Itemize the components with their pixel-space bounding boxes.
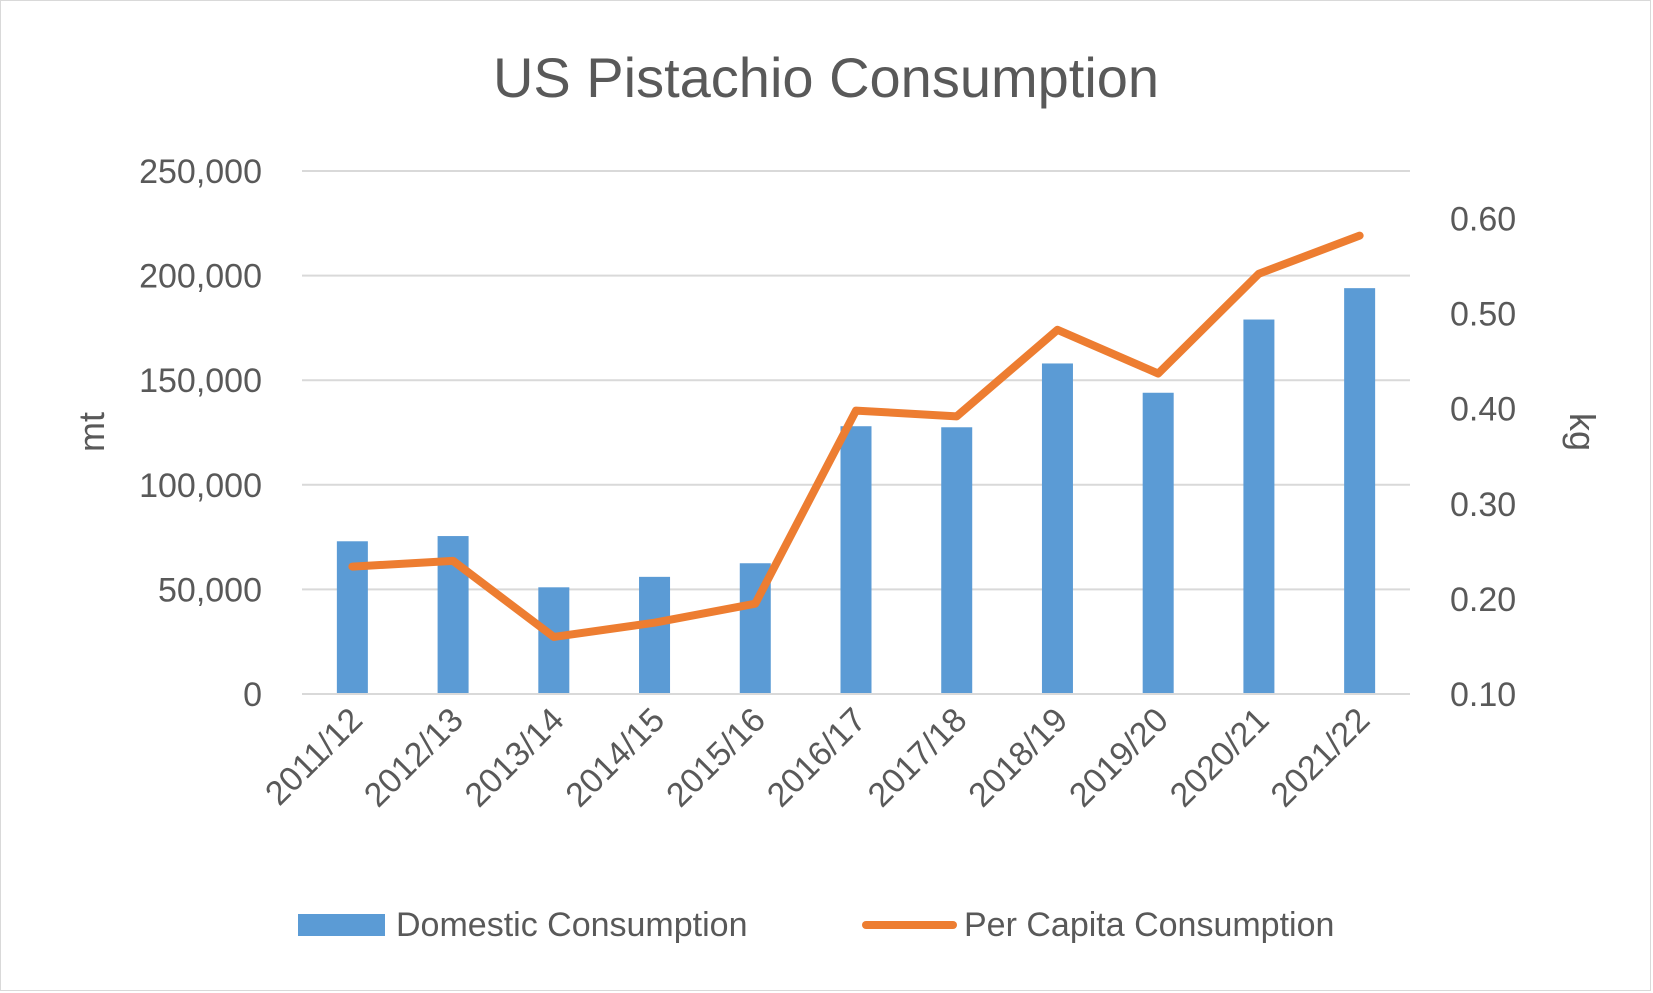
y-left-tick-label: 150,000: [139, 362, 262, 400]
x-tick-label: 2021/22: [1264, 701, 1378, 815]
y-left-tick-label: 200,000: [139, 258, 262, 296]
x-tick-label: 2018/19: [961, 701, 1075, 815]
legend-label-per-capita-consumption: Per Capita Consumption: [964, 906, 1334, 944]
x-axis: 2011/122012/132013/142014/152015/162016/…: [258, 693, 1410, 815]
x-tick-label: 2016/17: [760, 701, 874, 815]
bar: [1142, 392, 1174, 694]
y-right-tick-label: 0.50: [1450, 296, 1516, 334]
y-axis-right: 0.10 0.20 0.30 0.40 0.50 0.60: [1450, 201, 1516, 714]
y-left-tick-label: 100,000: [139, 467, 262, 505]
bar: [840, 426, 872, 694]
x-tick-label: 2011/12: [258, 701, 370, 813]
y-right-tick-label: 0.20: [1450, 581, 1516, 619]
x-tick-label: 2015/16: [659, 701, 773, 815]
x-tick-label: 2019/20: [1062, 701, 1176, 815]
x-tick-label: 2012/13: [357, 701, 471, 815]
legend-label-domestic-consumption: Domestic Consumption: [396, 906, 747, 944]
legend: Domestic Consumption Per Capita Consumpt…: [298, 906, 1334, 944]
bar: [1243, 319, 1275, 694]
x-tick-label: 2013/14: [458, 701, 572, 815]
y-right-tick-label: 0.60: [1450, 201, 1516, 239]
y-left-tick-label: 0: [243, 676, 262, 714]
bar: [639, 576, 671, 694]
x-tick-label: 2017/18: [861, 701, 975, 815]
bar: [941, 427, 973, 694]
y-right-tick-label: 0.30: [1450, 486, 1516, 524]
bar-series-domestic-consumption: [336, 288, 1376, 694]
bar: [1344, 288, 1376, 694]
x-tick-label: 2020/21: [1163, 701, 1277, 815]
y-axis-right-title: kg: [1562, 413, 1603, 451]
y-right-tick-label: 0.40: [1450, 391, 1516, 429]
y-left-tick-label: 50,000: [158, 571, 262, 609]
y-right-tick-label: 0.10: [1450, 676, 1516, 714]
line-series-per-capita-consumption: [348, 231, 1364, 641]
x-tick-label: 2014/15: [558, 701, 672, 815]
bar: [1041, 363, 1073, 694]
y-left-tick-label: 250,000: [139, 153, 262, 191]
legend-swatch-domestic-consumption: [298, 914, 385, 936]
chart-title: US Pistachio Consumption: [493, 46, 1159, 109]
y-axis-left-title: mt: [71, 412, 112, 452]
y-axis-left: 0 50,000 100,000 150,000 200,000 250,000: [139, 153, 262, 714]
